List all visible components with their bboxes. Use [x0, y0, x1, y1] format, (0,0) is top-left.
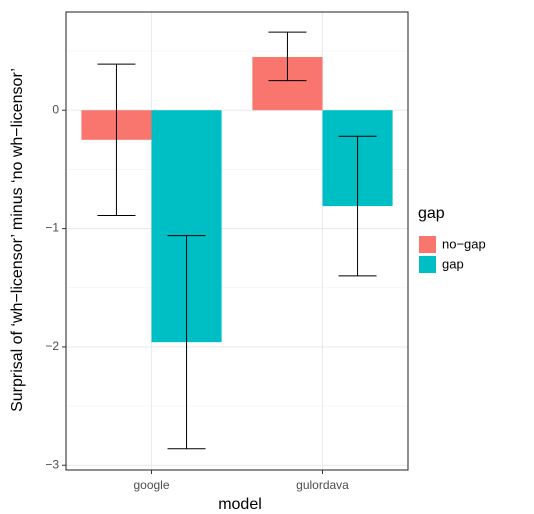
legend-label: gap	[442, 256, 464, 271]
y-tick-label: 0	[52, 102, 59, 116]
legend-key	[419, 236, 436, 253]
panel-border	[65, 11, 409, 471]
x-axis-title: model	[218, 496, 262, 513]
legend-title: gap	[418, 205, 445, 222]
x-tick-label: google	[133, 478, 169, 492]
y-tick-label: −2	[45, 339, 59, 353]
legend-label: no−gap	[442, 236, 486, 251]
legend-key	[419, 256, 436, 273]
y-axis-title: Surprisal of ‘wh−licensor’ minus ‘no wh−…	[9, 68, 26, 412]
y-tick-label: −1	[45, 221, 59, 235]
x-tick-label: gulordava	[296, 478, 349, 492]
y-tick-label: −3	[45, 457, 59, 471]
